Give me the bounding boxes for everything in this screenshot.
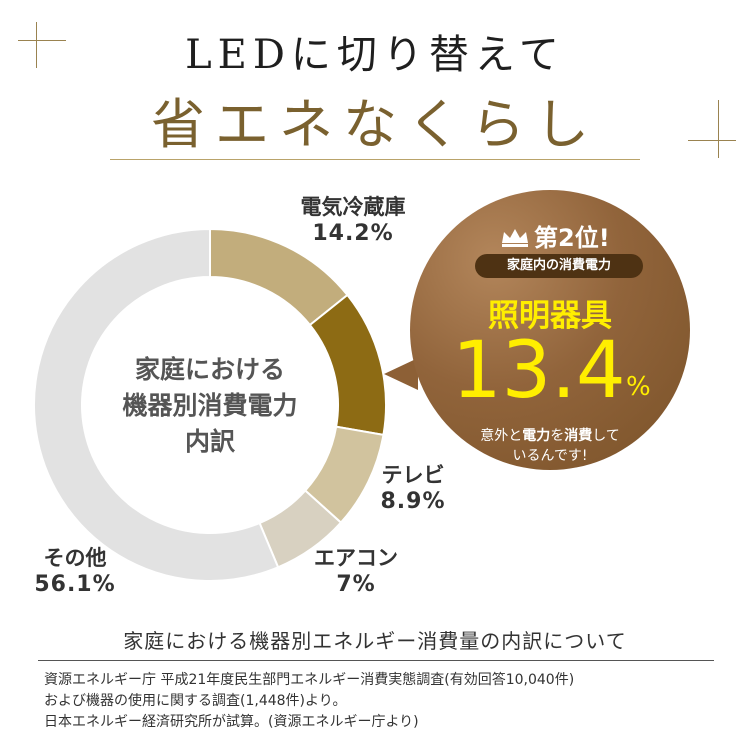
slice-lighting <box>308 293 387 436</box>
slice-label-other: その他 56.1% <box>30 545 120 599</box>
donut-center-line-3: 内訳 <box>184 427 235 456</box>
slice-value-refrigerator: 14.2% <box>312 221 394 247</box>
note-bold-2: 消費 <box>564 428 593 444</box>
title-line-1: LEDに切り替えて <box>185 32 565 78</box>
note-bold-1: 電力 <box>522 428 551 444</box>
slice-value-aircon: 7% <box>336 572 376 598</box>
note-post: して <box>592 428 620 444</box>
callout-bubble <box>410 190 690 470</box>
source-line-1: 資源エネルギー庁 平成21年度民生部門エネルギー消費実態調査(有効回答10,04… <box>44 672 575 688</box>
slice-label-refrigerator: 電気冷蔵庫 14.2% <box>288 194 418 248</box>
title-line-2: 省エネなくらし <box>151 93 599 156</box>
corner-ornament-bottom-right-v <box>718 100 719 158</box>
source-note: 資源エネルギー庁 平成21年度民生部門エネルギー消費実態調査(有効回答10,04… <box>44 670 724 733</box>
slice-label-aircon: エアコン 7% <box>296 545 416 599</box>
donut-center-line-1: 家庭における <box>134 355 285 384</box>
corner-ornament-bottom-right-h <box>688 140 736 141</box>
source-line-3: 日本エネルギー経済研究所が試算。(資源エネルギー庁より) <box>44 714 419 730</box>
donut-center-label: 家庭における 機器別消費電力 内訳 <box>110 352 310 460</box>
callout-pointer <box>384 358 418 390</box>
title-underline <box>110 159 640 160</box>
callout-note-line-1: 意外と電力を消費して <box>440 426 660 446</box>
callout-unit: % <box>626 372 651 402</box>
rank-heading: 第2位! <box>500 218 610 253</box>
callout-note: 意外と電力を消費して いるんです! <box>440 426 660 466</box>
slice-name-aircon: エアコン <box>314 546 398 570</box>
slice-value-other: 56.1% <box>34 572 116 598</box>
callout-item-name: 照明器具 <box>488 298 612 334</box>
donut-center-line-2: 機器別消費電力 <box>122 391 298 420</box>
slice-name-other: その他 <box>43 546 107 570</box>
callout-note-line-2: いるんです! <box>512 448 588 464</box>
callout-value: 13.4 <box>452 326 626 416</box>
chart-caption: 家庭における機器別エネルギー消費量の内訳について <box>123 629 627 653</box>
slice-other <box>33 227 280 582</box>
slice-name-refrigerator: 電気冷蔵庫 <box>300 195 406 219</box>
callout-subtitle-pill: 家庭内の消費電力 <box>475 254 643 278</box>
corner-ornament-top-left-v <box>36 22 37 68</box>
rank-text: 第2位! <box>534 224 610 252</box>
slice-name-tv: テレビ <box>381 463 445 487</box>
crown-icon <box>500 225 530 253</box>
note-pre: 意外と <box>480 428 523 444</box>
corner-ornament-top-left-h <box>18 40 66 41</box>
divider <box>38 660 714 661</box>
source-line-2: および機器の使用に関する調査(1,448件)より。 <box>44 693 347 709</box>
note-mid: を <box>550 428 565 444</box>
slice-value-tv: 8.9% <box>380 489 446 515</box>
slice-label-tv: テレビ 8.9% <box>368 462 458 516</box>
